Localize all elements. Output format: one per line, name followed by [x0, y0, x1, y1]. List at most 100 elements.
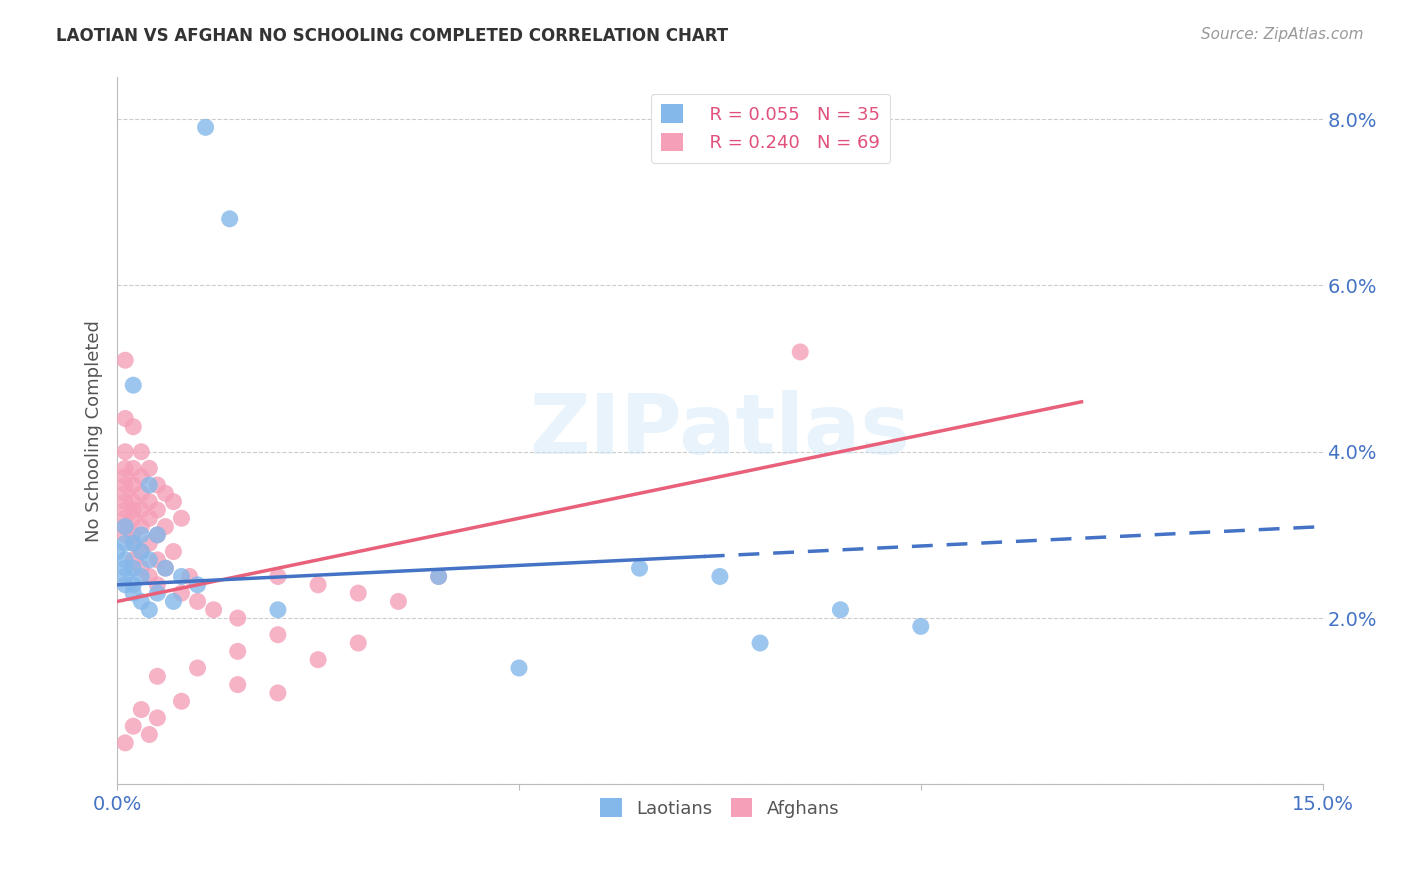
Point — [122, 419, 145, 434]
Point — [162, 494, 184, 508]
Point — [187, 661, 209, 675]
Point — [129, 594, 152, 608]
Point — [347, 636, 370, 650]
Point — [146, 528, 169, 542]
Point — [170, 569, 193, 583]
Point — [129, 569, 152, 583]
Point — [347, 586, 370, 600]
Point — [138, 536, 160, 550]
Point — [427, 569, 450, 583]
Point — [830, 603, 852, 617]
Point — [170, 586, 193, 600]
Point — [146, 478, 169, 492]
Point — [267, 686, 290, 700]
Point — [226, 611, 249, 625]
Point — [122, 378, 145, 392]
Point — [194, 120, 217, 135]
Point — [114, 486, 136, 500]
Point — [508, 661, 530, 675]
Point — [179, 569, 201, 583]
Point — [226, 678, 249, 692]
Point — [129, 519, 152, 533]
Point — [122, 719, 145, 733]
Point — [122, 586, 145, 600]
Point — [146, 528, 169, 542]
Point — [170, 694, 193, 708]
Point — [138, 478, 160, 492]
Point — [162, 594, 184, 608]
Legend: Laotians, Afghans: Laotians, Afghans — [593, 791, 846, 825]
Point — [146, 503, 169, 517]
Point — [910, 619, 932, 633]
Point — [138, 553, 160, 567]
Point — [155, 519, 177, 533]
Point — [749, 636, 772, 650]
Point — [114, 519, 136, 533]
Point — [114, 444, 136, 458]
Point — [187, 578, 209, 592]
Point — [114, 503, 136, 517]
Point — [307, 653, 329, 667]
Point — [267, 603, 290, 617]
Point — [122, 578, 145, 592]
Point — [162, 544, 184, 558]
Point — [138, 511, 160, 525]
Text: ZIPatlas: ZIPatlas — [530, 391, 910, 472]
Point — [114, 411, 136, 425]
Point — [114, 578, 136, 592]
Point — [122, 511, 145, 525]
Point — [114, 536, 136, 550]
Point — [129, 544, 152, 558]
Point — [267, 628, 290, 642]
Point — [114, 478, 136, 492]
Point — [114, 553, 136, 567]
Point — [129, 561, 152, 575]
Point — [146, 711, 169, 725]
Point — [146, 669, 169, 683]
Point — [114, 461, 136, 475]
Point — [122, 553, 145, 567]
Point — [628, 561, 651, 575]
Point — [114, 494, 136, 508]
Point — [155, 486, 177, 500]
Point — [138, 461, 160, 475]
Point — [129, 528, 152, 542]
Point — [138, 603, 160, 617]
Point — [138, 727, 160, 741]
Point — [114, 469, 136, 483]
Point — [114, 511, 136, 525]
Point — [187, 594, 209, 608]
Point — [129, 486, 152, 500]
Point — [114, 569, 136, 583]
Point — [146, 578, 169, 592]
Point — [146, 553, 169, 567]
Text: LAOTIAN VS AFGHAN NO SCHOOLING COMPLETED CORRELATION CHART: LAOTIAN VS AFGHAN NO SCHOOLING COMPLETED… — [56, 27, 728, 45]
Point — [129, 702, 152, 716]
Text: Source: ZipAtlas.com: Source: ZipAtlas.com — [1201, 27, 1364, 42]
Point — [146, 586, 169, 600]
Point — [122, 503, 145, 517]
Point — [122, 528, 145, 542]
Point — [129, 444, 152, 458]
Point — [122, 536, 145, 550]
Point — [218, 211, 240, 226]
Y-axis label: No Schooling Completed: No Schooling Completed — [86, 320, 103, 541]
Point — [114, 528, 136, 542]
Point — [122, 561, 145, 575]
Point — [267, 569, 290, 583]
Point — [202, 603, 225, 617]
Point — [138, 569, 160, 583]
Point — [138, 494, 160, 508]
Point — [114, 736, 136, 750]
Point — [122, 494, 145, 508]
Point — [307, 578, 329, 592]
Point — [170, 511, 193, 525]
Point — [114, 353, 136, 368]
Point — [129, 544, 152, 558]
Point — [129, 469, 152, 483]
Point — [789, 345, 811, 359]
Point — [105, 544, 128, 558]
Point — [387, 594, 409, 608]
Point — [122, 478, 145, 492]
Point — [122, 461, 145, 475]
